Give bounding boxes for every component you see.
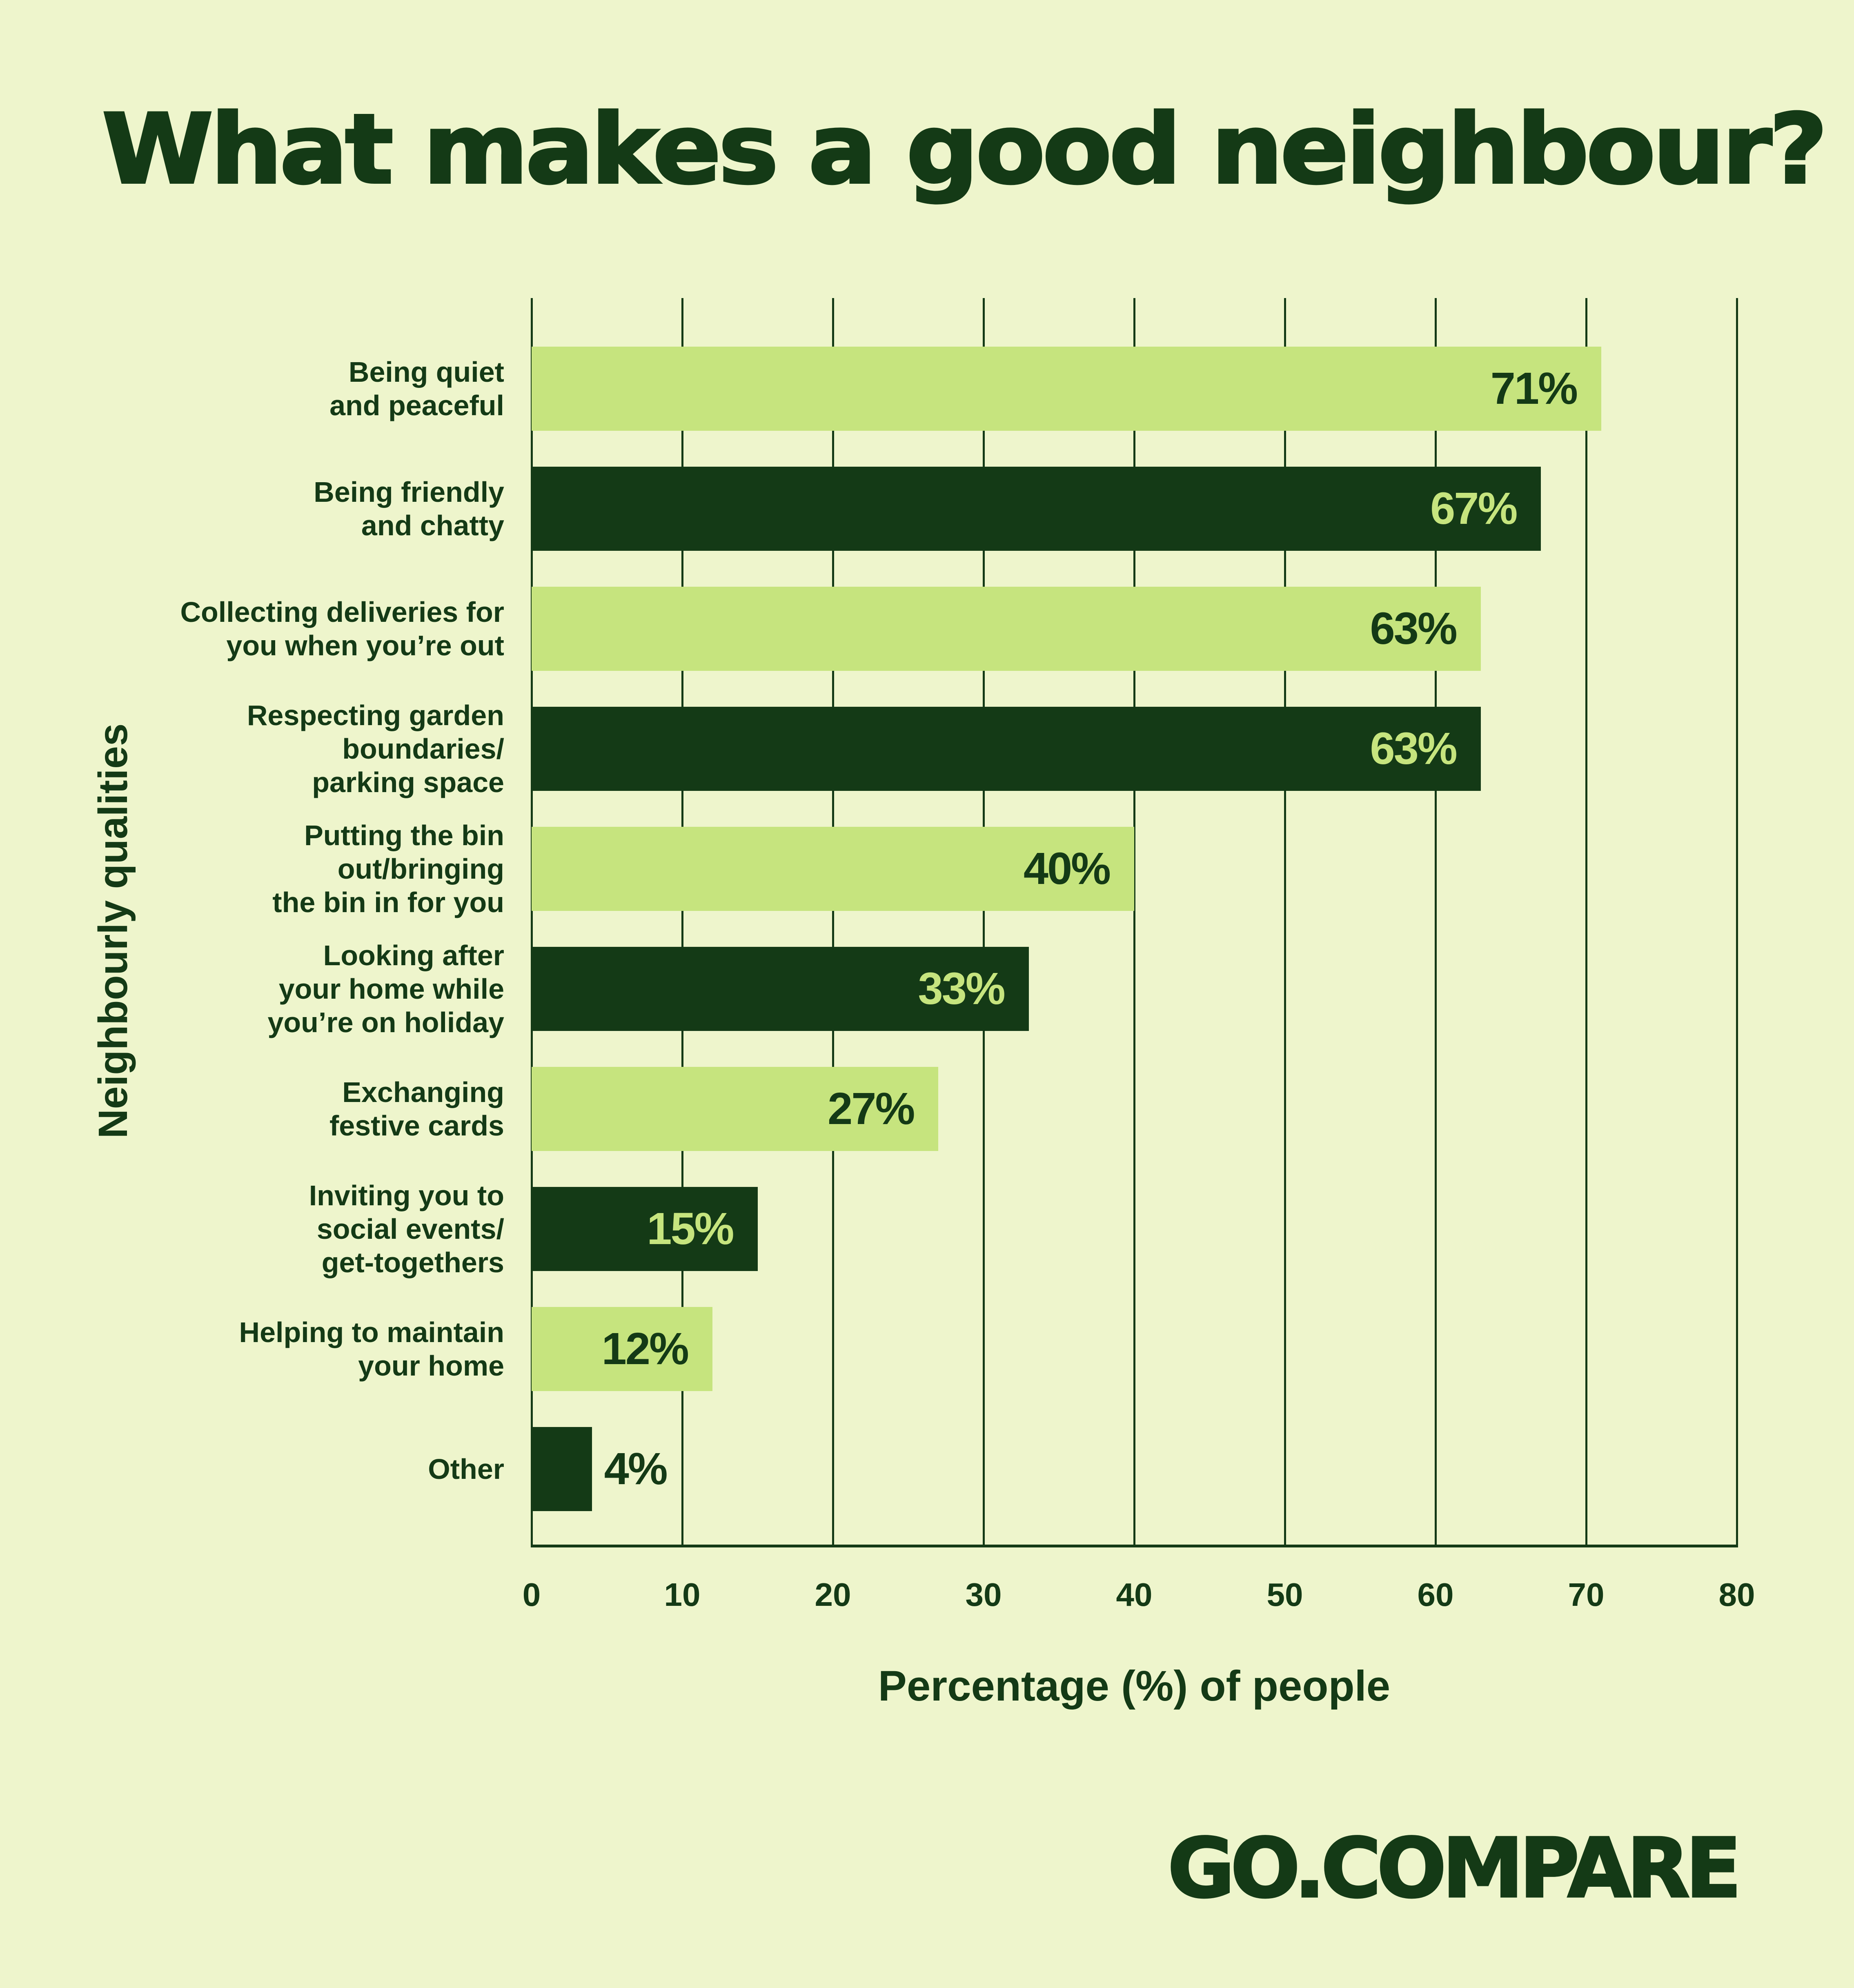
category-label: Collecting deliveries for you when you’r… <box>180 596 504 661</box>
bar-value-label: 40% <box>1023 844 1111 894</box>
gridline <box>1585 298 1587 1547</box>
bar-value-label: 15% <box>647 1204 734 1254</box>
category-label: Helping to maintain your home <box>239 1316 504 1382</box>
gridline <box>1133 298 1135 1547</box>
category-label: Inviting you to social events/ get-toget… <box>309 1180 504 1278</box>
gridline <box>531 298 533 1547</box>
bar-value-label: 12% <box>601 1324 689 1374</box>
bar: 71% <box>532 347 1601 431</box>
chart-title: What makes a good neighbour? <box>101 93 1829 207</box>
bar: 33% <box>532 947 1029 1031</box>
category-label: Being friendly and chatty <box>314 476 504 541</box>
bar: 27% <box>532 1067 939 1151</box>
category-label: Looking after your home while you’re on … <box>267 939 504 1038</box>
gridline <box>832 298 834 1547</box>
x-tick-label: 40 <box>1116 1576 1153 1613</box>
bar-value-label: 67% <box>1430 483 1518 534</box>
category-label: Being quiet and peaceful <box>329 356 504 421</box>
gridline <box>1284 298 1286 1547</box>
gridline <box>1736 298 1738 1547</box>
x-tick-label: 70 <box>1568 1576 1605 1613</box>
category-label: Exchanging festive cards <box>329 1076 504 1142</box>
bar: 15% <box>532 1187 758 1271</box>
x-tick-label: 30 <box>965 1576 1002 1613</box>
bar: 67% <box>532 467 1541 551</box>
bar-value-label: 33% <box>918 964 1006 1014</box>
category-label: Putting the bin out/bringing the bin in … <box>272 819 504 918</box>
x-tick-label: 50 <box>1266 1576 1303 1613</box>
gridline <box>983 298 985 1547</box>
category-label: Other <box>428 1453 504 1485</box>
x-tick-label: 60 <box>1417 1576 1454 1613</box>
bar: 63% <box>532 707 1481 791</box>
category-label: Respecting garden boundaries/ parking sp… <box>247 699 504 798</box>
plot-area: 71% 67% 63% 63% 40% 33% 27% 15% 12% 4% <box>531 298 1738 1547</box>
bar-value-label: 63% <box>1370 603 1458 654</box>
bar-value-label: 4% <box>604 1444 668 1494</box>
bar-value-label: 71% <box>1490 363 1578 414</box>
bar-value-label: 63% <box>1370 724 1458 774</box>
x-tick-label: 80 <box>1718 1576 1755 1613</box>
x-tick-label: 10 <box>664 1576 701 1613</box>
bar: 63% <box>532 587 1481 671</box>
gridline <box>681 298 683 1547</box>
x-tick-label: 0 <box>522 1576 541 1613</box>
bar: 40% <box>532 827 1134 911</box>
gridline <box>1435 298 1437 1547</box>
bar-value-label: 27% <box>828 1084 915 1134</box>
x-axis-label: Percentage (%) of people <box>878 1662 1391 1710</box>
gocompare-logo: GO.COMPARE <box>1166 1820 1742 1917</box>
bar: 4% <box>532 1427 668 1511</box>
x-axis-line <box>532 1545 1737 1547</box>
bar: 12% <box>532 1307 712 1391</box>
x-tick-label: 20 <box>815 1576 851 1613</box>
